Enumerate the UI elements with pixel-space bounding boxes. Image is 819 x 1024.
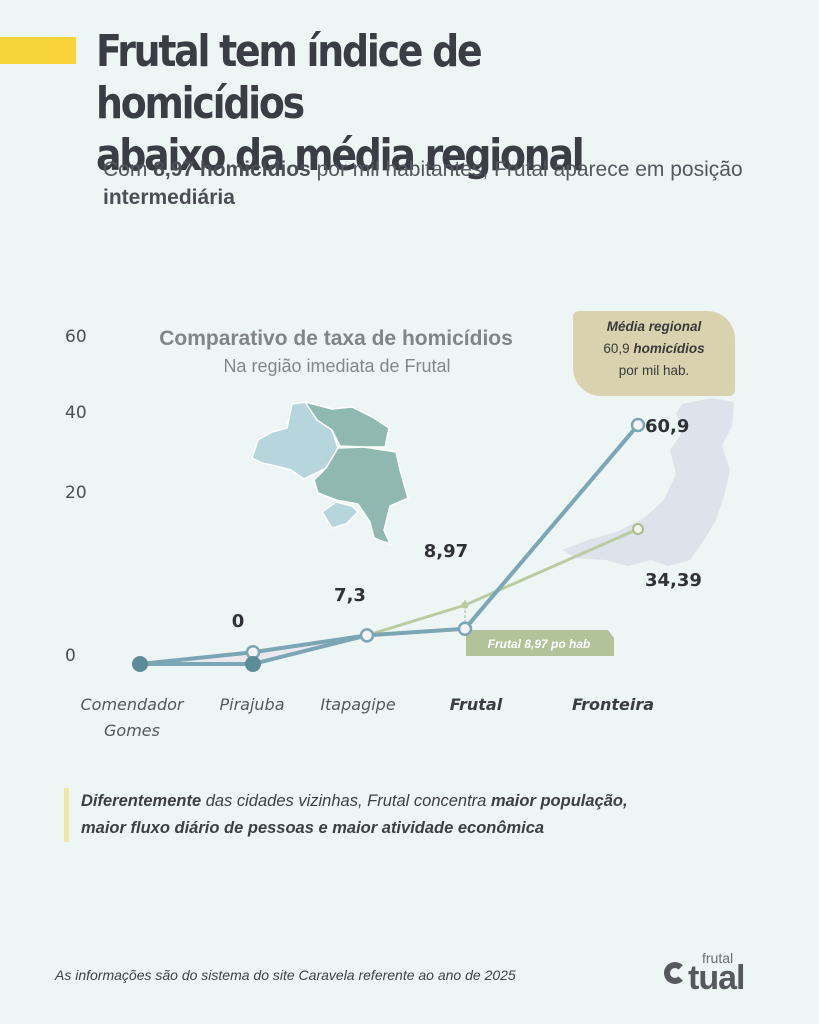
x-tick-label: Pirajuba <box>219 695 284 714</box>
note-bold-2: maior população, <box>490 792 628 810</box>
highlight-note: Diferentemente das cidades vizinhas, Fru… <box>64 788 781 842</box>
x-tick-label: Fronteira <box>572 695 654 714</box>
region-map <box>251 400 409 546</box>
subtitle-text-1: Com <box>103 158 154 181</box>
data-labels: 0 7,3 8,97 60,9 34,39 <box>232 416 702 632</box>
badge-value: 60,9 <box>603 341 630 356</box>
frutal-tag: Frutal 8,97 po hab <box>464 600 614 656</box>
accent-bar <box>0 37 76 64</box>
subtitle-bold-1: 8,97 homicídios <box>153 158 311 181</box>
y-tick-label: 20 <box>65 483 87 503</box>
series-1-point <box>359 628 375 643</box>
frutal-tag-text: Frutal 8,97 po hab <box>488 637 591 651</box>
series-2-point <box>245 656 261 672</box>
badge-value-line: 60,9 homicídios <box>573 338 735 360</box>
series-2-point <box>632 523 644 536</box>
series-1-point <box>132 656 148 672</box>
logo-ring-icon <box>664 962 686 984</box>
x-tick-label: Frutal <box>450 695 503 714</box>
x-tick-label: Gomes <box>104 721 160 740</box>
data-label: 60,9 <box>645 416 689 437</box>
series-2-point <box>461 601 469 609</box>
y-tick-label: 0 <box>65 646 76 666</box>
chart-title: Comparativo de taxa de homicídios <box>159 327 513 350</box>
badge-title: Média regional <box>606 319 702 334</box>
subtitle-bold-2: intermediária <box>103 186 235 209</box>
subtitle-text-2: por mil habitantes, Frutal aparece em po… <box>310 158 743 181</box>
y-tick-label: 60 <box>65 327 87 347</box>
chart-subtitle: Na região imediata de Frutal <box>223 356 450 376</box>
x-axis: Comendador Gomes Pirajuba Itapagipe Frutal Fr… <box>80 695 654 740</box>
badge-unit: por mil hab. <box>618 363 690 378</box>
series-1-point <box>630 417 646 433</box>
regional-average-badge: Média regional 60,9 homicídios por mil h… <box>573 311 735 396</box>
source-note: As informações são do sistema do site Ca… <box>55 967 516 983</box>
frutal-atual-logo: frutal tual <box>662 950 762 998</box>
title-line-2: abaixo da média regional <box>96 130 585 181</box>
series-points <box>132 417 646 672</box>
data-label: 7,3 <box>334 585 366 606</box>
x-tick-label: Itapagipe <box>320 695 396 714</box>
data-label: 8,97 <box>424 541 468 562</box>
fronteira-map-silhouette <box>562 398 734 566</box>
x-tick-label: Comendador <box>80 695 184 714</box>
logo-big-text: tual <box>688 959 745 997</box>
note-bold-3: maior fluxo diário de pessoas e maior at… <box>81 819 545 837</box>
badge-unit-bold: homicídios <box>633 341 705 356</box>
y-tick-label: 40 <box>65 403 87 423</box>
title-line-1: Frutal tem índice de homicídios <box>96 26 483 129</box>
logo-small-text: frutal <box>702 950 734 966</box>
series-1-point <box>457 621 473 637</box>
y-axis: 0 20 40 60 <box>65 327 87 666</box>
note-bold-1: Diferentemente <box>81 792 202 810</box>
page-title: Frutal tem índice de homicídios abaixo d… <box>96 26 698 182</box>
data-label: 0 <box>232 611 245 632</box>
page-subtitle: Com 8,97 homicídios por mil habitantes, … <box>103 156 743 212</box>
homicide-chart: Comparativo de taxa de homicídios Na reg… <box>65 327 734 740</box>
note-text-1: das cidades vizinhas, Frutal concentra <box>201 792 491 810</box>
data-label: 34,39 <box>645 570 702 591</box>
